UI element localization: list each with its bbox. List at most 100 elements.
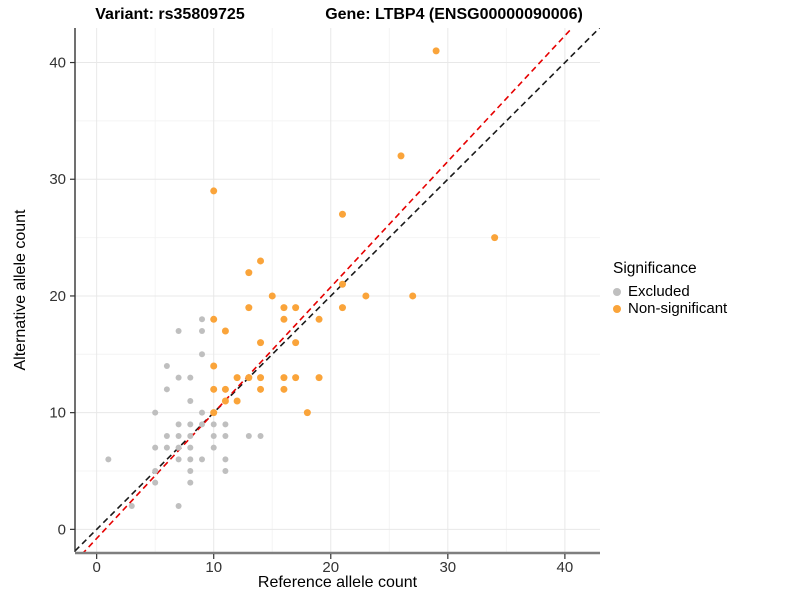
data-point-excluded (222, 432, 229, 439)
legend-title: Significance (613, 260, 697, 277)
y-tick-label: 10 (49, 405, 66, 422)
data-point-non-significant (280, 315, 288, 323)
data-point-excluded (199, 456, 206, 463)
data-point-excluded (105, 456, 112, 463)
data-point-non-significant (257, 385, 265, 393)
data-point-non-significant (233, 397, 241, 405)
identity-line (75, 28, 600, 552)
data-point-non-significant (315, 374, 323, 382)
data-point-non-significant (409, 292, 417, 300)
data-point-non-significant (268, 292, 276, 300)
gene-title: Gene: LTBP4 (ENSG00000090006) (325, 6, 583, 23)
data-point-non-significant (245, 304, 253, 312)
data-point-excluded (210, 444, 217, 451)
data-point-non-significant (221, 385, 229, 393)
x-tick-label: 10 (205, 559, 222, 576)
data-point-non-significant (245, 269, 253, 277)
data-point-non-significant (338, 304, 346, 312)
data-point-excluded (152, 409, 159, 416)
data-point-excluded (187, 421, 194, 428)
data-point-non-significant (210, 385, 218, 393)
y-axis-label: Alternative allele count (12, 209, 29, 371)
data-point-non-significant (303, 409, 311, 417)
data-point-excluded (163, 386, 170, 393)
x-tick-label: 20 (322, 559, 339, 576)
y-tick-label: 20 (49, 288, 66, 305)
data-point-non-significant (292, 304, 300, 312)
data-point-excluded (199, 316, 206, 323)
data-point-non-significant (210, 362, 218, 370)
x-tick-label: 30 (439, 559, 456, 576)
data-point-non-significant (210, 187, 218, 195)
data-point-excluded (187, 479, 194, 486)
data-point-excluded (210, 432, 217, 439)
data-point-non-significant (221, 327, 229, 335)
data-point-non-significant (210, 315, 218, 323)
data-point-non-significant (338, 210, 346, 218)
data-point-excluded (199, 351, 206, 358)
data-point-non-significant (315, 315, 323, 323)
data-point-excluded (187, 456, 194, 463)
data-point-excluded (128, 503, 135, 510)
x-tick-label: 0 (92, 559, 100, 576)
data-point-excluded (175, 503, 182, 510)
data-point-excluded (187, 374, 194, 381)
data-point-non-significant (491, 234, 499, 242)
data-point-excluded (175, 374, 182, 381)
data-point-excluded (163, 432, 170, 439)
y-tick-label: 30 (49, 171, 66, 188)
data-point-excluded (187, 432, 194, 439)
data-point-excluded (175, 456, 182, 463)
data-point-non-significant (233, 374, 241, 382)
data-point-excluded (199, 421, 206, 428)
data-point-non-significant (292, 339, 300, 347)
data-point-non-significant (210, 409, 218, 417)
x-tick-label: 40 (557, 559, 574, 576)
data-point-excluded (257, 432, 264, 439)
y-tick-label: 0 (58, 521, 66, 538)
data-point-excluded (199, 409, 206, 416)
data-point-non-significant (245, 374, 253, 382)
data-point-excluded (163, 444, 170, 451)
data-point-non-significant (257, 374, 265, 382)
legend: Significance Excluded Non-significant (613, 260, 727, 317)
data-point-excluded (210, 421, 217, 428)
legend-item-non-significant: Non-significant (613, 300, 727, 317)
data-point-excluded (222, 421, 229, 428)
data-point-excluded (175, 444, 182, 451)
data-point-non-significant (257, 339, 265, 347)
data-point-non-significant (257, 257, 265, 265)
data-point-non-significant (280, 374, 288, 382)
data-point-excluded (222, 456, 229, 463)
legend-items: Excluded Non-significant (613, 283, 727, 317)
legend-item-label: Excluded (628, 283, 690, 300)
data-point-excluded (187, 397, 194, 404)
legend-dot-icon (613, 304, 621, 313)
data-point-non-significant (221, 397, 229, 405)
y-tick-label: 40 (49, 55, 66, 72)
data-point-excluded (152, 468, 159, 475)
data-point-excluded (175, 421, 182, 428)
data-point-excluded (163, 362, 170, 369)
data-point-excluded (187, 444, 194, 451)
data-point-excluded (175, 432, 182, 439)
data-point-excluded (175, 327, 182, 334)
data-point-excluded (222, 468, 229, 475)
data-point-excluded (187, 468, 194, 475)
fit-line (82, 28, 574, 552)
legend-dot-icon (613, 287, 621, 296)
data-point-non-significant (338, 280, 346, 288)
data-point-non-significant (280, 385, 288, 393)
data-point-excluded (152, 479, 159, 486)
data-point-non-significant (292, 374, 300, 382)
data-point-non-significant (432, 47, 440, 55)
legend-item-label: Non-significant (628, 300, 728, 317)
data-point-non-significant (280, 304, 288, 312)
data-point-excluded (245, 432, 252, 439)
data-point-excluded (152, 444, 159, 451)
variant-title: Variant: rs35809725 (95, 6, 245, 23)
legend-item-excluded: Excluded (613, 283, 727, 300)
data-point-excluded (199, 327, 206, 334)
